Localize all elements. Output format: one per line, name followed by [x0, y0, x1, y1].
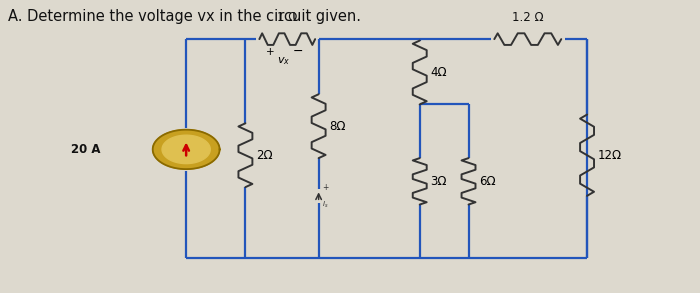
Text: 1.2 Ω: 1.2 Ω — [512, 11, 544, 24]
Text: A. Determine the voltage vx in the circuit given.: A. Determine the voltage vx in the circu… — [8, 9, 361, 24]
Text: 4Ω: 4Ω — [430, 66, 447, 79]
Text: 20 A: 20 A — [71, 143, 100, 156]
Text: $I_s$: $I_s$ — [322, 200, 329, 210]
Text: 12Ω: 12Ω — [598, 149, 622, 162]
Text: 8Ω: 8Ω — [329, 120, 346, 133]
Text: +: + — [323, 183, 329, 192]
Text: 2Ω: 2Ω — [256, 149, 272, 162]
Text: 3Ω: 3Ω — [430, 175, 447, 188]
Text: 1 Ω: 1 Ω — [277, 11, 297, 24]
Text: +: + — [265, 47, 274, 57]
Text: −: − — [293, 45, 303, 58]
Text: $v_x$: $v_x$ — [277, 55, 290, 67]
Text: 6Ω: 6Ω — [479, 175, 496, 188]
Polygon shape — [162, 135, 210, 163]
Polygon shape — [153, 130, 220, 169]
